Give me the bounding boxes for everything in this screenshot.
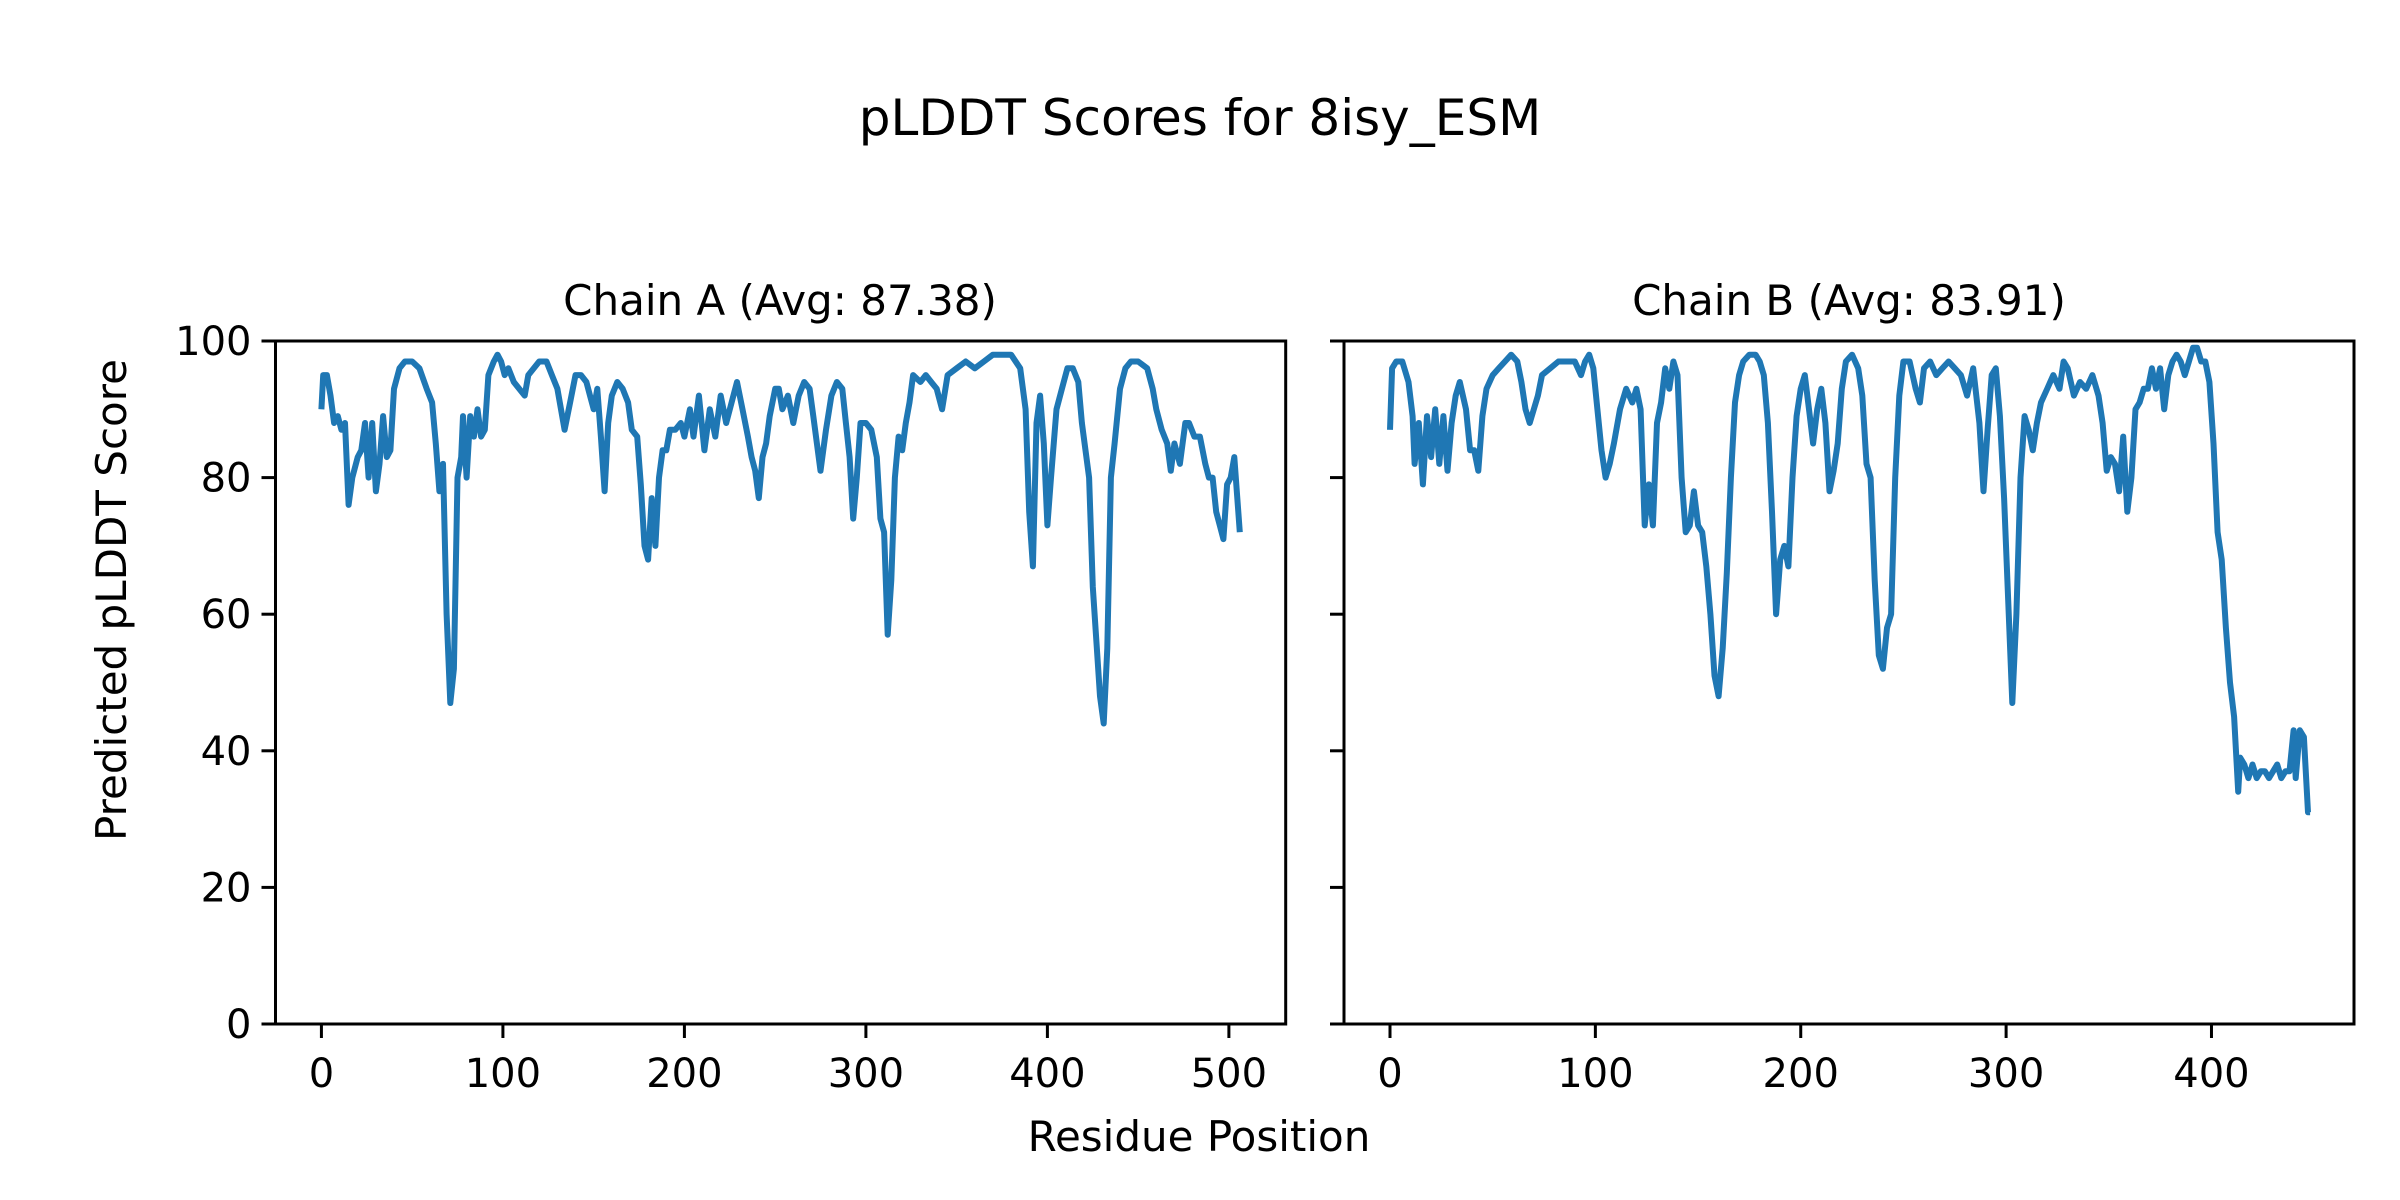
x-tick-label: 400: [1009, 1051, 1085, 1097]
y-tick-label: 0: [226, 1002, 251, 1048]
y-tick-label: 100: [175, 319, 251, 365]
series-line-chain-b: [1387, 344, 2311, 816]
x-tick-label: 100: [1557, 1051, 1633, 1097]
y-tick-label: 80: [201, 456, 252, 502]
x-tick-label: 400: [2173, 1051, 2249, 1097]
figure-title: pLDDT Scores for 8isy_ESM: [859, 89, 1541, 147]
x-tick-label: 300: [828, 1051, 904, 1097]
y-tick-label: 40: [201, 729, 252, 775]
panel-title-chain-a: Chain A (Avg: 87.38): [563, 276, 997, 325]
panel-chain-b: Chain B (Avg: 83.91) 0 100 200 300 400: [1330, 276, 2356, 1097]
panel-chain-a: Chain A (Avg: 87.38) 0 100 200 300 400 500 0 20…: [175, 276, 1288, 1097]
axes-frame-chain-b: [1342, 339, 2356, 1026]
y-axis-label: Predicted pLDDT Score: [87, 359, 136, 841]
y-tick-label: 20: [201, 865, 252, 911]
x-tick-label: 0: [1377, 1051, 1402, 1097]
x-tick-label: 200: [1763, 1051, 1839, 1097]
x-tick-label: 200: [646, 1051, 722, 1097]
x-tick-label: 300: [1968, 1051, 2044, 1097]
y-tick-label: 60: [201, 592, 252, 638]
x-tick-label: 500: [1191, 1051, 1267, 1097]
x-tick-label: 0: [309, 1051, 334, 1097]
x-tick-label: 100: [465, 1051, 541, 1097]
panel-title-chain-b: Chain B (Avg: 83.91): [1632, 276, 2066, 325]
series-line-chain-a: [318, 351, 1243, 727]
axes-frame-chain-a: [274, 339, 1288, 1026]
x-axis-label: Residue Position: [1028, 1112, 1371, 1161]
